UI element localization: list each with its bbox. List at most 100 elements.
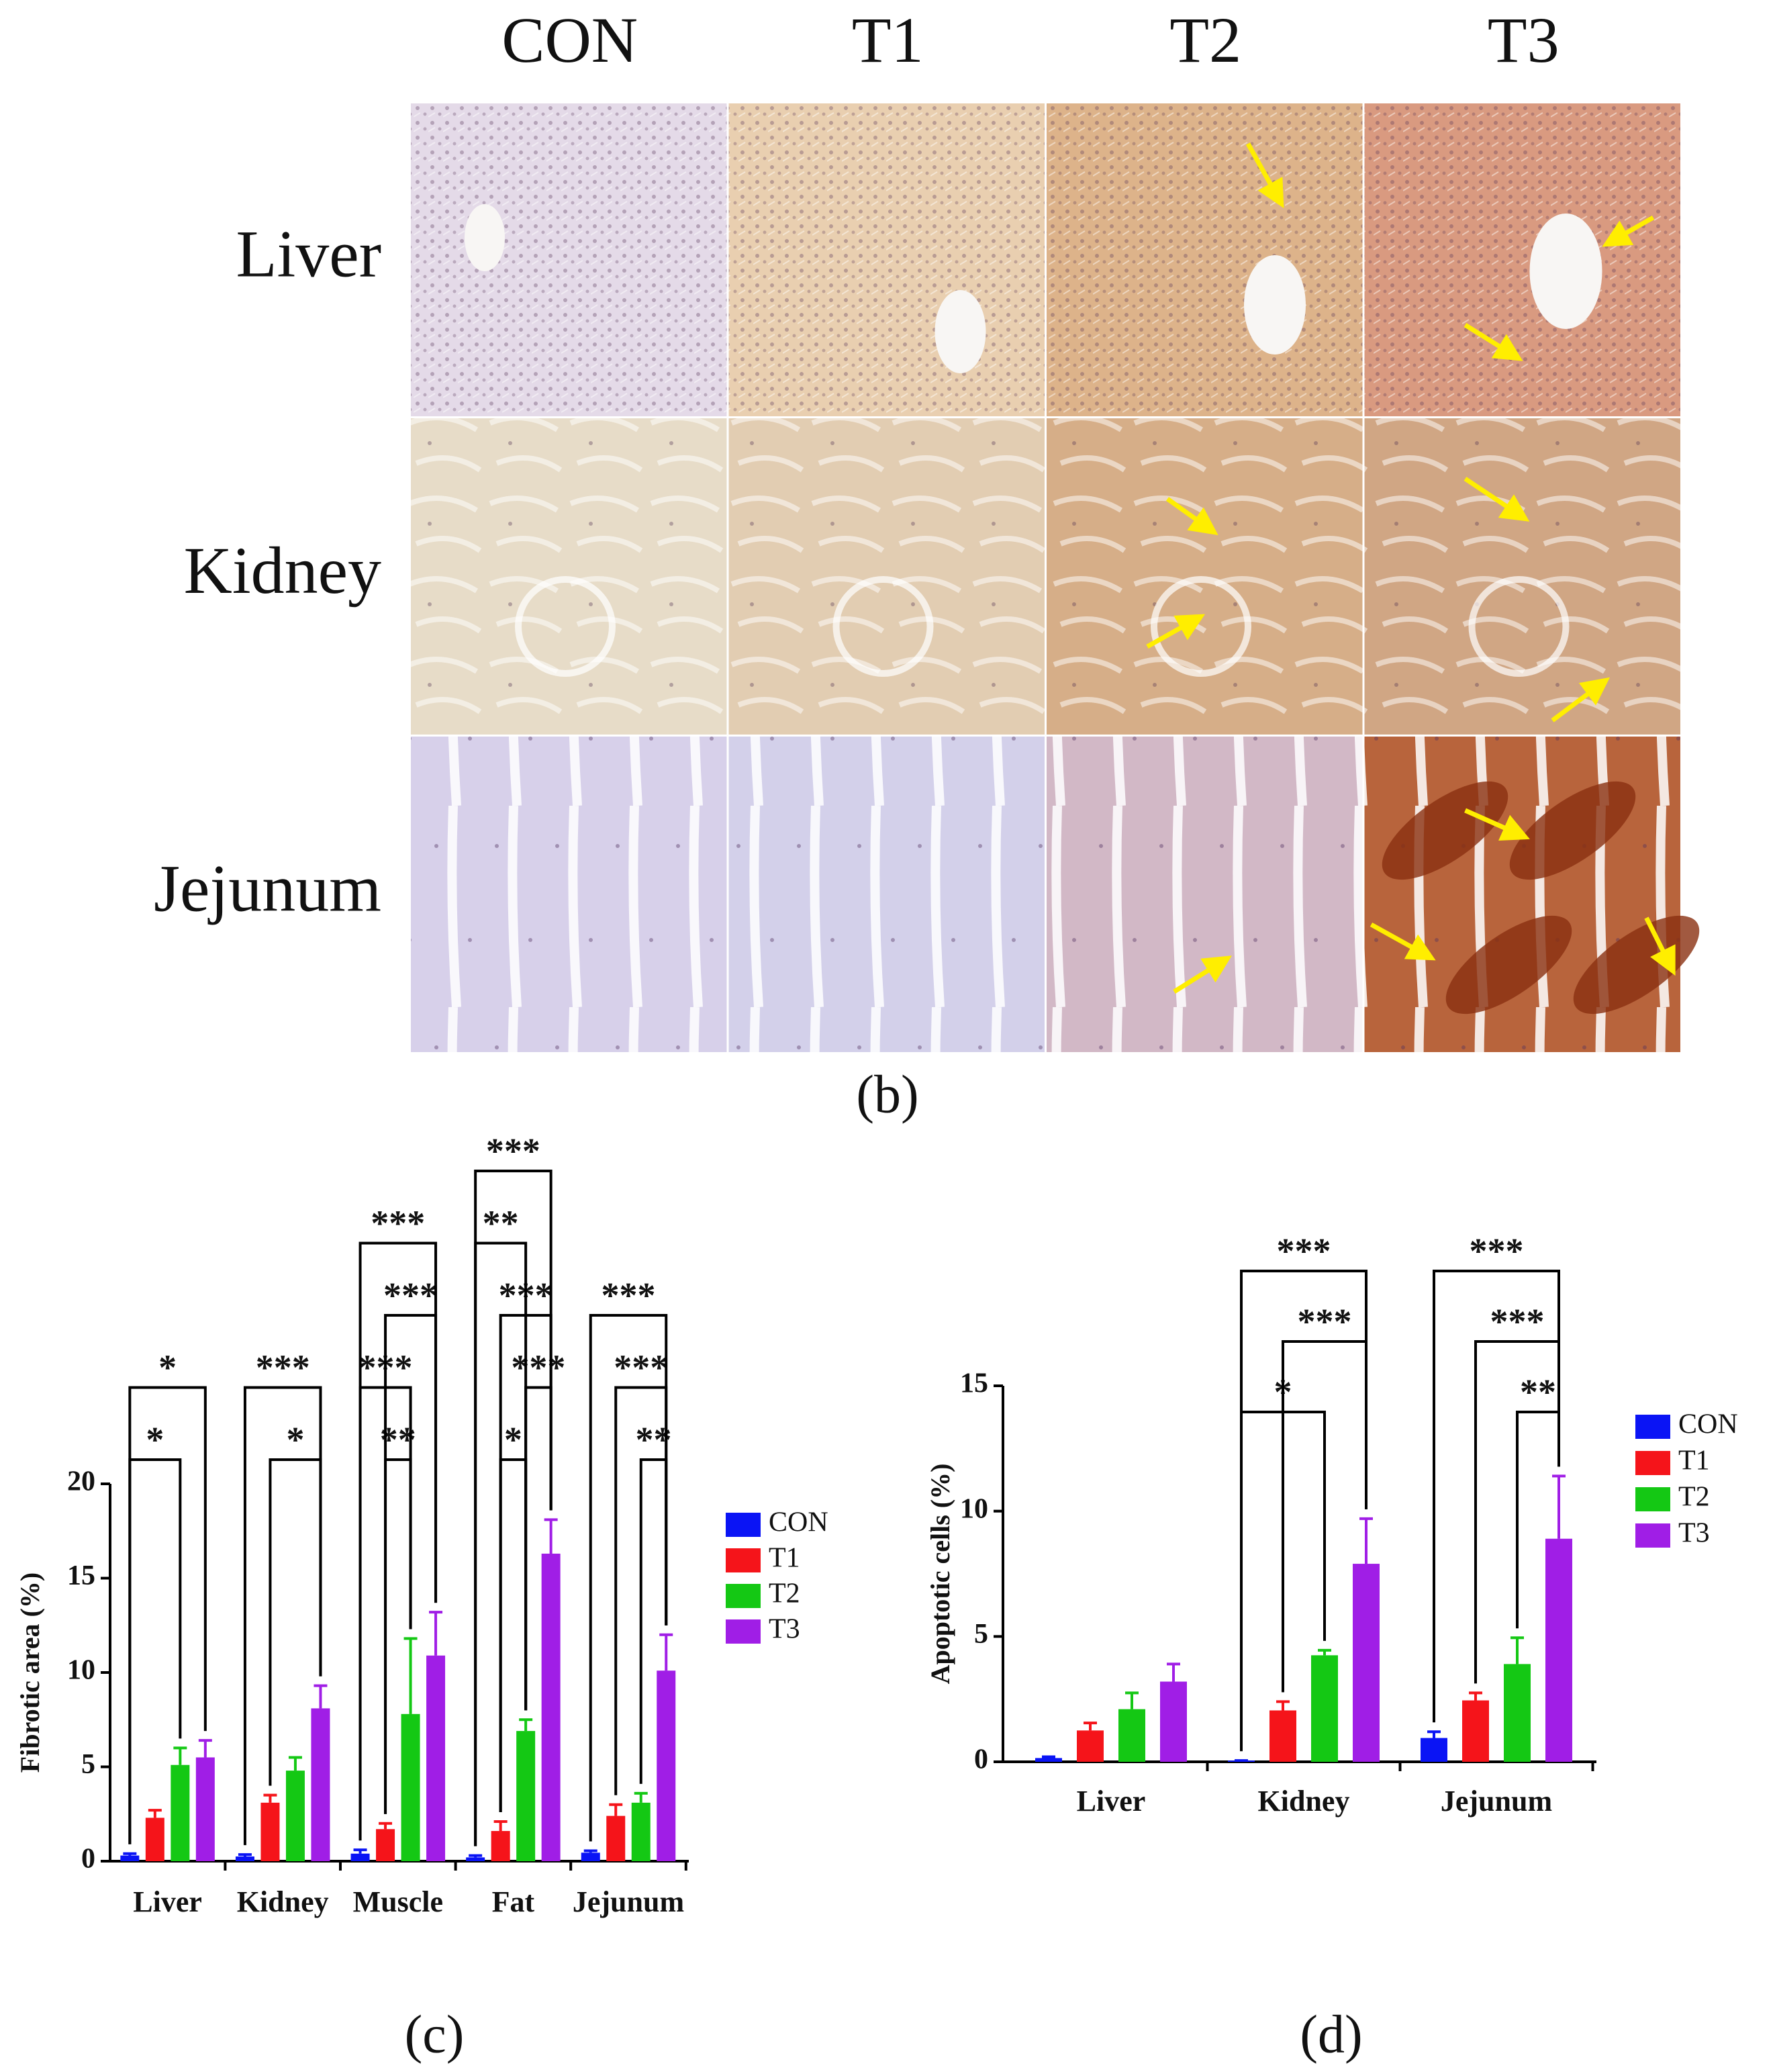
significance-label: *** xyxy=(486,1131,540,1171)
x-tick-label: Kidney xyxy=(237,1885,329,1918)
bar xyxy=(145,1818,164,1861)
bar xyxy=(401,1713,420,1861)
y-axis-label: Apoptotic cells (%) xyxy=(925,1464,955,1685)
significance-label: ** xyxy=(483,1203,519,1243)
legend-label: T2 xyxy=(769,1579,800,1609)
legend-swatch xyxy=(726,1584,761,1608)
arrow xyxy=(1464,808,1530,841)
significance-label: *** xyxy=(383,1275,438,1315)
legend-label: T3 xyxy=(1678,1518,1710,1549)
texture xyxy=(1047,103,1363,416)
bar xyxy=(285,1771,305,1861)
bar xyxy=(376,1829,395,1861)
y-tick-label: 10 xyxy=(960,1493,988,1524)
y-axis-label: Fibrotic area (%) xyxy=(15,1572,45,1773)
legend-label: T1 xyxy=(1678,1446,1710,1476)
texture xyxy=(1364,103,1680,416)
stain xyxy=(1509,781,1636,880)
legend-swatch xyxy=(726,1619,761,1644)
y-tick-label: 5 xyxy=(81,1749,95,1780)
arrow xyxy=(1644,916,1676,976)
significance-label: * xyxy=(146,1419,164,1460)
y-tick-label: 15 xyxy=(67,1560,95,1591)
glomerulus xyxy=(1468,576,1570,677)
glomerulus xyxy=(1151,576,1251,677)
arrow xyxy=(1370,922,1436,961)
vessel xyxy=(1244,255,1306,355)
micrographs xyxy=(411,103,1700,1052)
legend-label: T3 xyxy=(769,1614,800,1645)
bar xyxy=(260,1802,280,1861)
significance-label: *** xyxy=(1277,1231,1331,1271)
texture xyxy=(411,103,727,416)
row-label: Liver xyxy=(236,216,381,291)
arrow xyxy=(1165,497,1218,536)
arrow xyxy=(1173,955,1232,994)
significance-label: *** xyxy=(602,1275,656,1315)
legend-swatch xyxy=(1635,1523,1670,1548)
bar xyxy=(1545,1538,1572,1762)
x-tick-label: Fat xyxy=(492,1885,535,1918)
bar xyxy=(1421,1738,1447,1762)
vessel xyxy=(1529,214,1602,329)
bar xyxy=(1228,1760,1255,1762)
significance-bracket xyxy=(474,1170,553,1846)
bar xyxy=(1077,1730,1104,1762)
significance-label: *** xyxy=(1490,1301,1545,1341)
texture xyxy=(728,103,1045,416)
bar xyxy=(1160,1681,1187,1762)
y-tick-label: 10 xyxy=(67,1655,95,1686)
bar xyxy=(195,1757,215,1861)
significance-bracket xyxy=(1433,1270,1560,1723)
bar xyxy=(1035,1758,1062,1762)
bar xyxy=(1504,1664,1531,1762)
significance-bracket xyxy=(243,1386,322,1846)
column-header: T3 xyxy=(1488,4,1560,76)
texture xyxy=(1364,737,1680,1052)
y-tick-label: 0 xyxy=(974,1744,988,1775)
significance-label: *** xyxy=(1470,1231,1524,1271)
row-label: Kidney xyxy=(184,533,381,608)
significance-label: * xyxy=(158,1348,177,1388)
bar xyxy=(1311,1655,1338,1762)
panel-label: (c) xyxy=(405,2005,465,2064)
x-tick-label: Liver xyxy=(1077,1785,1146,1818)
bar xyxy=(491,1831,510,1861)
texture xyxy=(1047,737,1363,1052)
bar xyxy=(466,1857,485,1861)
significance-label: * xyxy=(504,1419,522,1460)
panel-label: (d) xyxy=(1300,2005,1362,2064)
bar xyxy=(606,1816,626,1861)
arrow xyxy=(1551,677,1611,722)
significance-label: * xyxy=(286,1419,304,1460)
bar xyxy=(581,1852,600,1861)
y-tick-label: 0 xyxy=(81,1844,95,1875)
arrow xyxy=(1245,142,1284,209)
arrow xyxy=(1464,323,1523,361)
x-tick-label: Liver xyxy=(133,1885,202,1918)
y-tick-label: 15 xyxy=(960,1368,988,1399)
stain xyxy=(1573,915,1700,1015)
y-tick-label: 20 xyxy=(67,1466,95,1497)
legend-swatch xyxy=(1635,1451,1670,1475)
texture xyxy=(728,737,1045,1052)
significance-label: *** xyxy=(614,1348,668,1388)
legend-label: T2 xyxy=(1678,1482,1710,1513)
bar xyxy=(1269,1710,1296,1762)
significance-bracket xyxy=(1240,1270,1368,1752)
stain xyxy=(1382,781,1508,880)
bar xyxy=(235,1856,254,1861)
arrow xyxy=(1146,614,1206,649)
arrow xyxy=(1602,215,1655,247)
row-label: Jejunum xyxy=(154,851,381,925)
x-tick-label: Jejunum xyxy=(1441,1785,1552,1818)
legend-swatch xyxy=(1635,1487,1670,1511)
legend-swatch xyxy=(726,1513,761,1537)
bar xyxy=(1353,1564,1380,1762)
bar xyxy=(1118,1709,1145,1762)
column-header: T1 xyxy=(852,4,924,76)
stain xyxy=(1445,915,1572,1015)
bar xyxy=(311,1708,330,1861)
column-header: T2 xyxy=(1169,4,1241,76)
